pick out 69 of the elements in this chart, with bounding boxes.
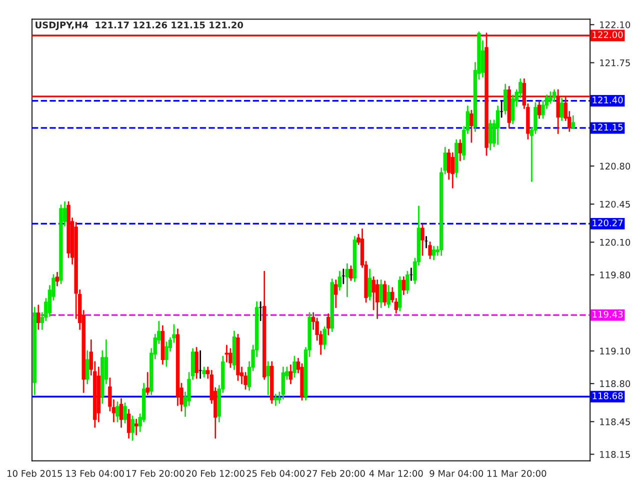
x-tick-label: 25 Feb 04:00	[246, 470, 305, 477]
x-tick-label: 11 Mar 20:00	[488, 470, 546, 477]
candlestick	[334, 280, 338, 308]
y-tick-label: 120.80	[600, 162, 630, 170]
y-tick-label: 119.10	[600, 348, 630, 354]
candlestick	[402, 276, 406, 296]
candlestick	[470, 110, 474, 143]
ref-line-label: 121.15	[592, 124, 623, 131]
x-tick-label: 20 Feb 12:00	[186, 470, 244, 477]
x-tick-label: 13 Feb 04:00	[66, 470, 124, 477]
chart-title: USDJPY,H4 121.17 121.26 121.15 121.20	[36, 22, 244, 30]
ref-line-label: 120.27	[592, 219, 623, 226]
y-tick-label: 118.45	[600, 418, 630, 426]
y-tick-label: 121.75	[600, 59, 630, 66]
candlestick	[560, 98, 564, 122]
candlestick	[432, 246, 436, 260]
ref-line-label: 119.43	[592, 310, 623, 318]
candlestick	[119, 398, 124, 428]
candlestick	[228, 348, 232, 368]
candlestick	[379, 280, 383, 308]
ref-line-label: 118.68	[592, 392, 623, 400]
y-tick-label: 119.80	[600, 272, 630, 278]
ref-line-label: 122.00	[592, 31, 623, 38]
candlestick	[382, 280, 387, 306]
y-tick-label: 122.10	[600, 21, 630, 28]
candlestick	[338, 270, 342, 291]
candlestick	[292, 356, 296, 378]
candlestick	[134, 418, 138, 436]
y-tick-label: 118.15	[600, 451, 630, 458]
candlestick	[36, 304, 40, 330]
candlestick	[537, 101, 542, 119]
candlestick	[55, 272, 60, 286]
ref-line-label: 121.40	[592, 96, 623, 104]
candlestick	[458, 139, 462, 162]
candlestick	[406, 270, 410, 294]
candlestick	[496, 106, 500, 145]
candlestick	[345, 263, 350, 298]
candlestick	[288, 364, 293, 384]
x-tick-label: 4 Mar 12:00	[369, 470, 423, 477]
candlestick	[123, 402, 127, 424]
candlestick	[488, 120, 492, 150]
candlestick	[202, 366, 206, 378]
x-tick-label: 10 Feb 2015	[8, 470, 62, 477]
y-tick-label: 120.10	[600, 238, 630, 246]
candlestick	[552, 89, 556, 102]
candlestick	[503, 84, 508, 115]
candlestick	[375, 280, 380, 320]
candlestick	[349, 265, 353, 281]
candlestick	[326, 313, 330, 336]
x-tick-label: 17 Feb 20:00	[126, 470, 184, 477]
candlestick	[130, 416, 134, 441]
candlestick	[116, 401, 120, 422]
candlestick	[266, 361, 270, 396]
candlestick	[368, 268, 372, 301]
candlestick	[126, 408, 131, 439]
candlestick	[548, 91, 552, 104]
candlestick	[420, 224, 424, 256]
y-tick-label: 120.45	[600, 200, 630, 208]
candlestick	[194, 346, 198, 379]
candlestick	[450, 152, 454, 188]
candlestick	[571, 115, 575, 129]
candlestick	[146, 372, 150, 396]
candlestick	[428, 241, 432, 260]
y-tick-label: 118.80	[600, 380, 630, 388]
x-tick-label: 9 Mar 04:00	[430, 470, 484, 477]
candlestick	[322, 326, 326, 350]
x-tick-label: 27 Feb 20:00	[306, 470, 365, 477]
candlestick	[386, 284, 390, 308]
candlestick	[86, 350, 90, 384]
